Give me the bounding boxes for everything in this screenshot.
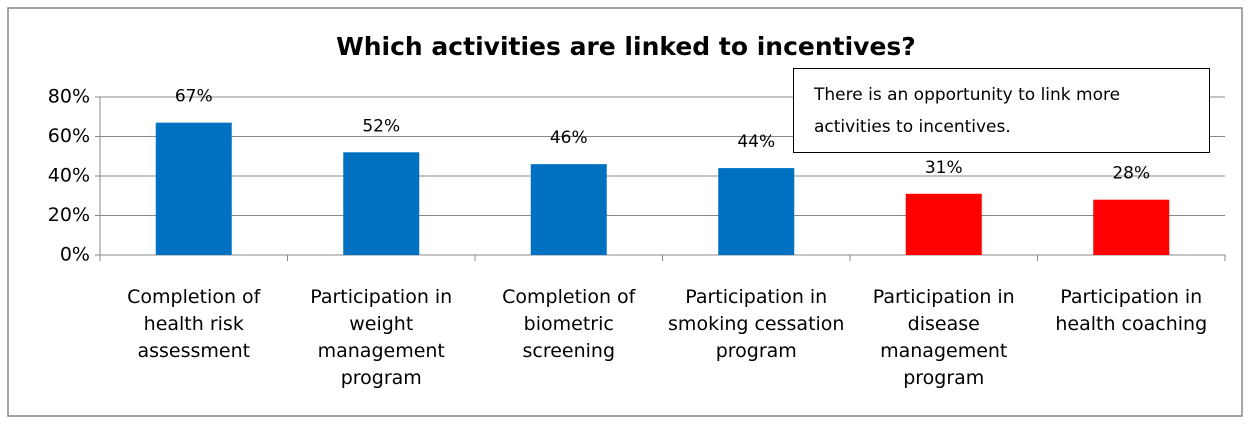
- y-tick-label: 20%: [48, 204, 90, 226]
- data-label: 67%: [175, 87, 213, 107]
- data-label: 46%: [550, 128, 588, 148]
- x-tick-label: Completion of health risk assessment: [127, 286, 261, 362]
- x-tick-label: Participation in health coaching: [1055, 286, 1208, 335]
- y-tick-label: 80%: [48, 86, 90, 108]
- data-label: 44%: [737, 132, 775, 152]
- x-tick-label: Participation in weight management progr…: [310, 286, 453, 389]
- bar: [1093, 199, 1170, 255]
- y-tick-label: 60%: [48, 125, 90, 147]
- bar: [155, 122, 232, 255]
- bar: [530, 164, 607, 255]
- data-label: 52%: [362, 116, 400, 136]
- bar: [718, 168, 795, 255]
- bar: [343, 152, 420, 255]
- x-tick-label: Completion of biometric screening: [502, 286, 636, 362]
- data-label: 28%: [1112, 164, 1150, 184]
- bar: [905, 193, 982, 255]
- annotation: There is an opportunity to link more act…: [793, 68, 1210, 153]
- y-tick-label: 40%: [48, 165, 90, 187]
- chart-title: Which activities are linked to incentive…: [336, 32, 916, 61]
- y-tick-label: 0%: [60, 244, 90, 266]
- x-tick-label: Participation in disease management prog…: [872, 286, 1015, 389]
- data-label: 31%: [925, 158, 963, 178]
- x-tick-label: Participation in smoking cessation progr…: [668, 286, 845, 362]
